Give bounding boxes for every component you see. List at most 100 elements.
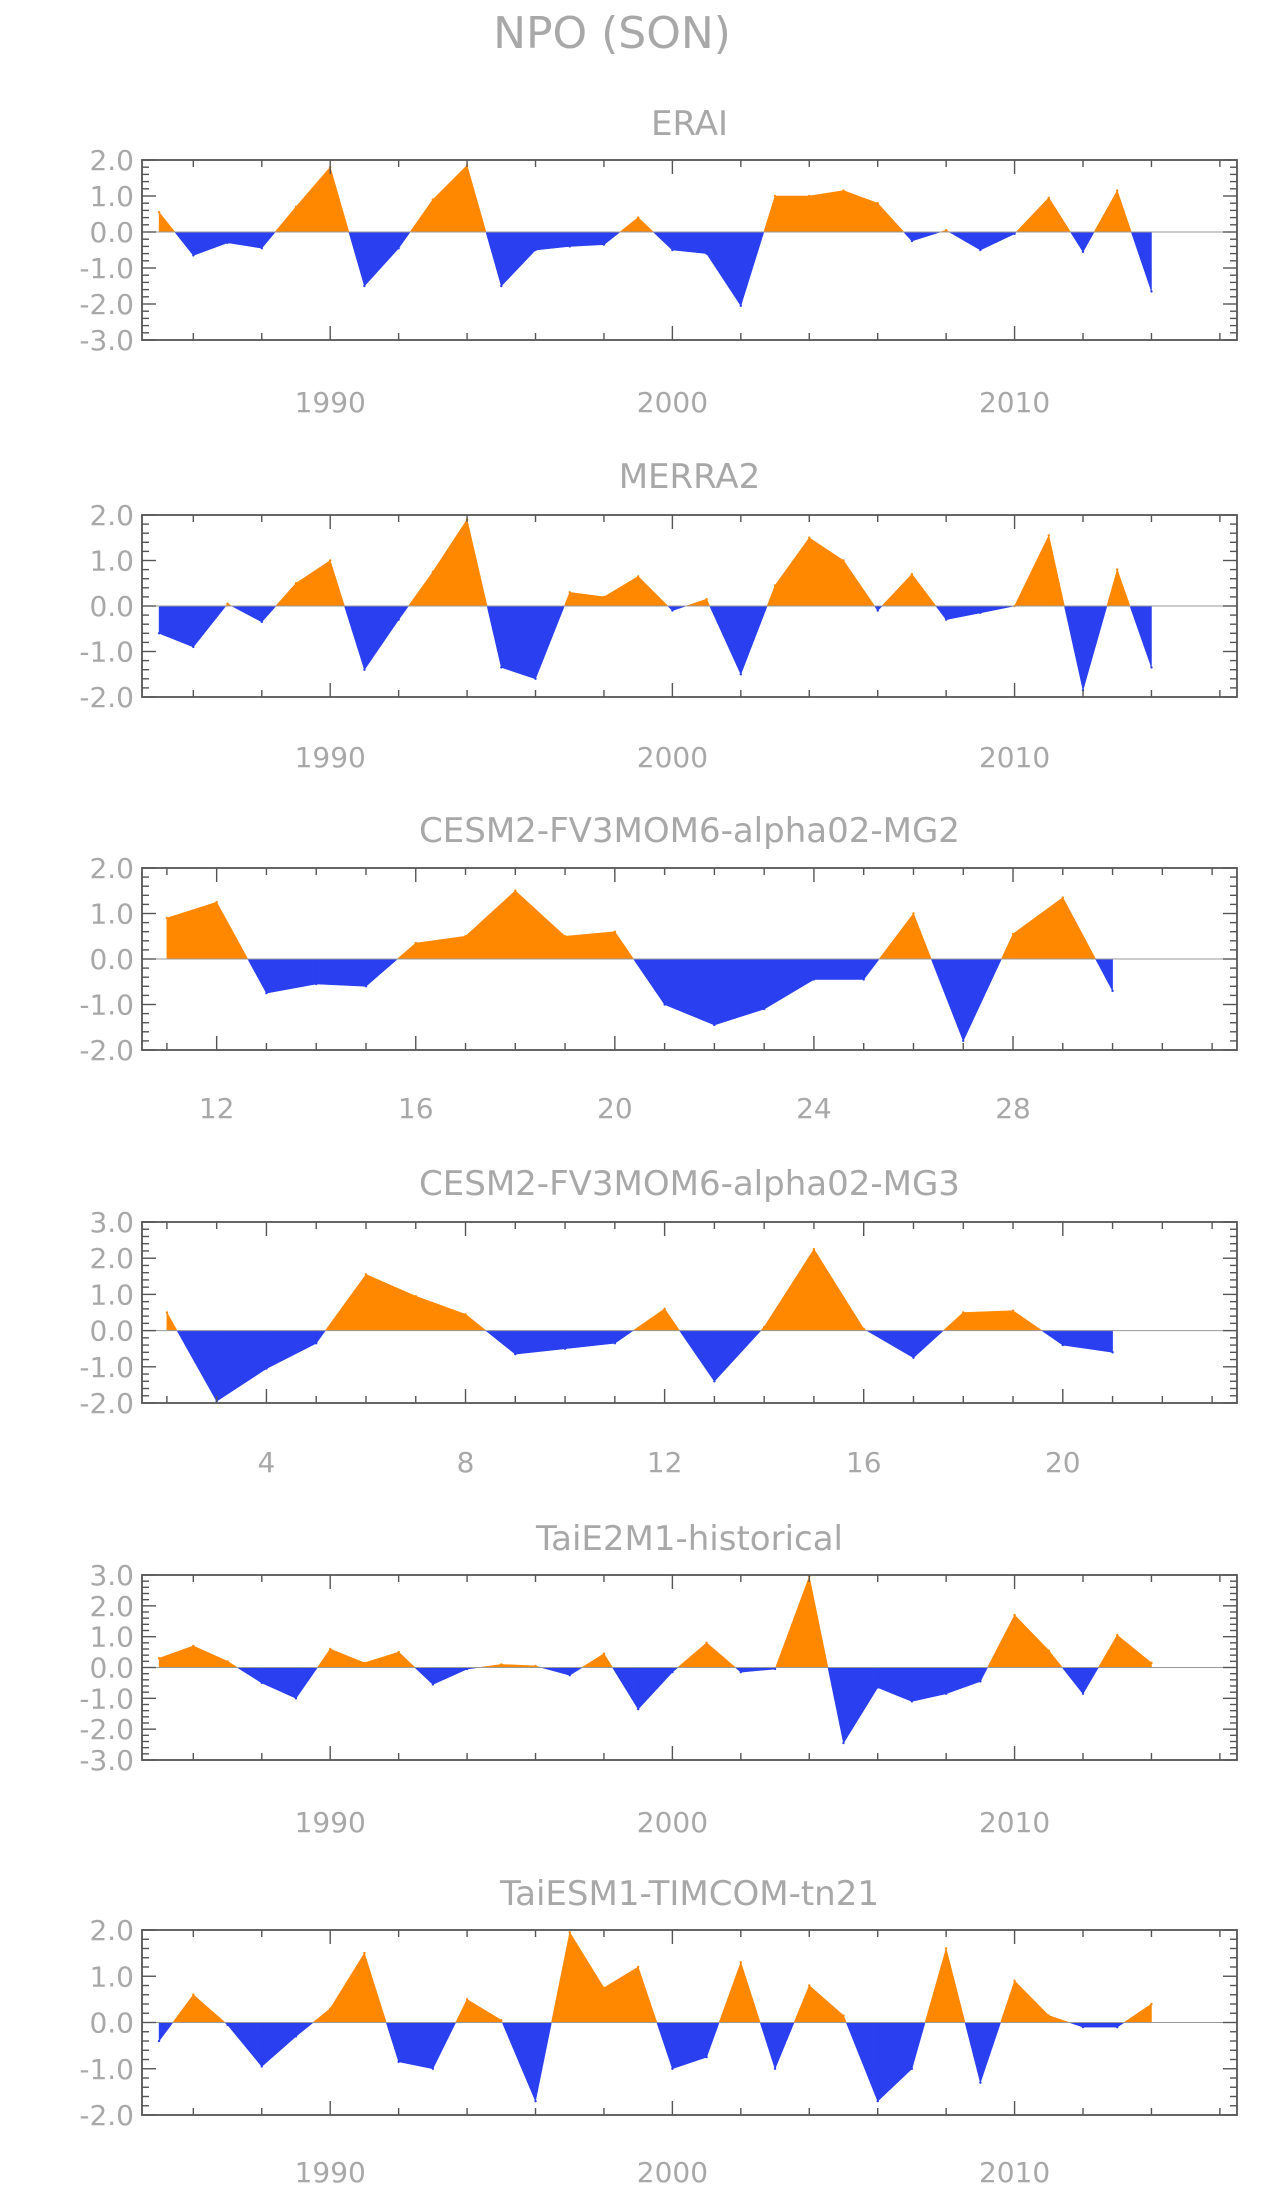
x-tick-label: 2010	[979, 2156, 1050, 2189]
data-point	[363, 1661, 366, 1665]
data-point	[1011, 1309, 1015, 1312]
data-point	[1047, 2014, 1050, 2017]
data-point	[876, 1686, 879, 1689]
negative-area	[1062, 1330, 1113, 1353]
positive-area	[1048, 535, 1065, 607]
negative-area	[672, 605, 687, 611]
data-point	[192, 1644, 195, 1648]
positive-area	[843, 559, 876, 607]
data-point	[329, 559, 332, 562]
negative-area	[1082, 2022, 1118, 2028]
negative-area	[193, 605, 227, 648]
data-point	[808, 1984, 811, 1987]
x-tick-label: 16	[846, 1446, 882, 1479]
negative-area	[935, 605, 947, 621]
negative-area	[569, 231, 605, 247]
data-point	[713, 1023, 716, 1027]
positive-area	[432, 518, 468, 607]
negative-area	[706, 2022, 720, 2058]
data-point	[705, 1641, 708, 1645]
data-point	[431, 570, 435, 574]
x-tick-label: 20	[597, 1092, 633, 1125]
positive-area	[766, 585, 776, 607]
positive-area	[466, 1998, 502, 2023]
negative-area	[930, 958, 964, 1042]
negative-area	[385, 2022, 399, 2062]
x-tick-label: 2000	[637, 741, 708, 774]
plot-frame	[141, 1221, 1238, 1404]
positive-area	[808, 1984, 844, 2023]
data-point	[397, 1650, 400, 1654]
data-point	[1081, 250, 1085, 253]
positive-area	[962, 1310, 1014, 1331]
negative-area	[1082, 231, 1095, 253]
data-point	[414, 1295, 417, 1298]
y-tick-label: 2.0	[89, 1590, 134, 1623]
data-point	[364, 1273, 368, 1276]
x-tick-label: 4	[258, 1446, 276, 1479]
negative-area	[763, 958, 815, 1010]
negative-area	[1130, 231, 1152, 292]
x-tick-label: 2000	[637, 386, 708, 419]
negative-area	[1040, 1330, 1064, 1346]
x-tick-label: 2010	[979, 741, 1050, 774]
negative-area	[980, 1667, 989, 1682]
data-point	[514, 889, 517, 892]
positive-area	[329, 167, 350, 233]
positive-area	[415, 1295, 466, 1331]
data-point	[514, 1352, 517, 1356]
data-point	[762, 1325, 766, 1329]
data-point	[602, 243, 606, 246]
positive-area	[324, 1273, 367, 1331]
y-tick-label: -1.0	[79, 989, 134, 1022]
positive-area	[166, 901, 217, 960]
positive-area	[1048, 196, 1072, 233]
negative-area	[948, 231, 981, 251]
positive-area	[158, 1645, 194, 1668]
positive-area	[1116, 569, 1131, 607]
y-tick-label: 1.0	[89, 545, 134, 578]
positive-area	[432, 164, 468, 233]
negative-area	[759, 2022, 776, 2069]
data-point	[500, 666, 503, 669]
data-point	[431, 198, 435, 201]
y-tick-label: -1.0	[79, 2053, 134, 2086]
positive-area	[569, 592, 605, 607]
data-point	[260, 2065, 263, 2068]
positive-area	[706, 1642, 737, 1668]
data-point	[500, 284, 503, 288]
positive-area	[1000, 933, 1014, 960]
negative-area	[980, 605, 1015, 614]
data-point	[739, 304, 743, 307]
data-point	[910, 572, 914, 576]
positive-area	[1106, 569, 1118, 607]
positive-area	[466, 519, 488, 607]
data-point	[1081, 2025, 1085, 2029]
negative-area	[247, 958, 267, 994]
panel-3: CESM2-FV3MOM6-alpha02-MG2 2.0 1.0 0.0 -1.0 -2…	[79, 811, 1238, 1125]
negative-area	[678, 1330, 715, 1383]
positive-area	[614, 930, 635, 960]
negative-area	[706, 231, 742, 307]
y-tick-label: -2.0	[79, 1713, 134, 1746]
data-point	[215, 900, 218, 904]
data-point	[226, 2023, 229, 2027]
negative-area	[614, 1330, 635, 1344]
y-tick-label: 2.0	[89, 1914, 134, 1947]
positive-area	[878, 912, 914, 960]
positive-area	[466, 165, 487, 233]
negative-area	[432, 2022, 457, 2069]
y-tick-label: 1.0	[89, 898, 134, 931]
data-point	[602, 1986, 606, 1990]
positive-area	[877, 202, 905, 233]
positive-area	[396, 942, 417, 960]
negative-area	[709, 605, 742, 675]
x-tick-label: 20	[1045, 1446, 1081, 1479]
data-point	[165, 916, 169, 920]
negative-area	[911, 231, 941, 242]
data-point	[363, 1951, 366, 1955]
negative-area	[672, 231, 707, 254]
data-point	[294, 1697, 298, 1700]
y-tick-label: -2.0	[79, 1034, 134, 1067]
